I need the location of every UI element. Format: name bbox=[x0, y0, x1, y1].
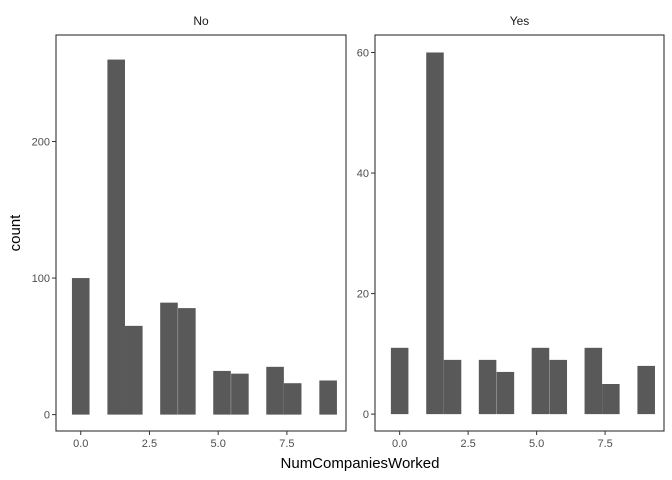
y-axis-title: count bbox=[7, 214, 24, 252]
panel-border bbox=[374, 34, 665, 432]
histogram-bar bbox=[213, 370, 231, 415]
x-tick-label: 5.0 bbox=[529, 438, 544, 450]
x-tick-label: 0.0 bbox=[73, 438, 88, 450]
y-tick-label: 60 bbox=[357, 47, 369, 59]
histogram-bar bbox=[531, 347, 550, 415]
x-tick-label: 7.5 bbox=[597, 438, 612, 450]
panel-border bbox=[55, 34, 347, 432]
facet-panels: No 0 100 200 0.0 2.5 5.0 7.5 Yes 0 20 40 60 0.0 2.5 5.0… bbox=[32, 14, 665, 450]
histogram-bar bbox=[231, 373, 249, 415]
histogram-bar bbox=[637, 365, 655, 415]
panel-yes: Yes 0 20 40 60 0.0 2.5 5.0 7.5 bbox=[357, 14, 665, 450]
x-tick-label: 2.5 bbox=[142, 438, 157, 450]
histogram-bar bbox=[496, 371, 515, 415]
y-tick-label: 0 bbox=[44, 410, 50, 422]
x-tick-label: 7.5 bbox=[279, 438, 294, 450]
histogram-bar bbox=[549, 359, 568, 415]
y-tick-label: 100 bbox=[32, 273, 50, 285]
histogram-bar bbox=[443, 359, 462, 415]
y-tick-label: 0 bbox=[363, 409, 369, 421]
histogram-bar bbox=[426, 52, 444, 415]
histogram-bar bbox=[319, 380, 337, 415]
histogram-bar bbox=[266, 366, 284, 415]
y-tick-label: 20 bbox=[357, 289, 369, 301]
facet-label: Yes bbox=[510, 14, 530, 28]
histogram-bar bbox=[478, 359, 497, 415]
x-axis-title: NumCompaniesWorked bbox=[281, 455, 440, 472]
histogram-bar bbox=[125, 325, 143, 415]
panel-no: No 0 100 200 0.0 2.5 5.0 7.5 bbox=[32, 14, 347, 450]
x-tick-label: 0.0 bbox=[392, 438, 407, 450]
histogram-bar bbox=[602, 383, 620, 415]
histogram-bar bbox=[160, 302, 178, 415]
x-tick-label: 5.0 bbox=[211, 438, 226, 450]
histogram-bar bbox=[107, 59, 125, 415]
histogram-bar bbox=[283, 383, 302, 415]
histogram-bar bbox=[390, 347, 409, 415]
histogram-bar bbox=[71, 278, 90, 415]
histogram-bar bbox=[584, 347, 603, 415]
y-tick-label: 200 bbox=[32, 137, 50, 149]
x-tick-label: 2.5 bbox=[460, 438, 475, 450]
y-tick-label: 40 bbox=[357, 168, 369, 180]
histogram-bar bbox=[178, 308, 196, 415]
facet-label: No bbox=[193, 14, 209, 28]
